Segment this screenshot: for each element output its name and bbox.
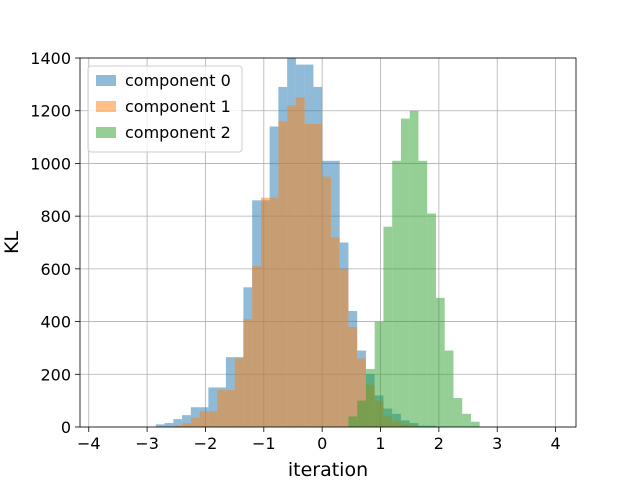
- histogram-bar: [217, 390, 226, 427]
- legend-label: component 2: [125, 123, 231, 142]
- histogram-bar: [164, 423, 174, 427]
- histogram-bar: [269, 197, 279, 427]
- legend-swatch: [96, 75, 116, 86]
- histogram-bar: [339, 268, 349, 427]
- histogram-bar: [190, 407, 200, 427]
- histogram-bar: [322, 176, 331, 427]
- histogram-bar: [462, 413, 471, 427]
- histogram-bar: [330, 237, 340, 427]
- y-tick-label: 1200: [30, 102, 71, 121]
- y-tick-label: 1000: [30, 154, 71, 173]
- y-axis-label: KL: [1, 231, 23, 254]
- histogram-bars: [155, 58, 480, 428]
- histogram-bar: [260, 197, 270, 427]
- histogram-bar: [383, 226, 393, 427]
- histogram-bar: [470, 421, 480, 427]
- histogram-bar: [278, 121, 288, 427]
- histogram-bar: [190, 417, 200, 427]
- histogram-bar: [365, 369, 375, 427]
- histogram-bar: [348, 326, 358, 427]
- x-axis-ticks: −4 −3 −2 −1 0 1 2 3 4: [77, 427, 561, 453]
- x-tick-label: 3: [492, 434, 502, 453]
- x-tick-label: 0: [317, 434, 327, 453]
- y-tick-label: 600: [40, 260, 71, 279]
- x-tick-label: −1: [252, 434, 276, 453]
- histogram-bar: [155, 424, 165, 427]
- legend-swatch: [96, 127, 116, 138]
- legend-box: [87, 65, 243, 153]
- histogram-bar: [295, 97, 305, 428]
- histogram-bar: [418, 160, 428, 428]
- histogram-bar: [392, 160, 401, 428]
- y-tick-label: 400: [40, 313, 71, 332]
- histogram-bar: [435, 297, 445, 427]
- x-axis-label: iteration: [288, 459, 368, 480]
- histogram-bar: [208, 411, 218, 427]
- x-tick-label: 2: [434, 434, 444, 453]
- histogram-bar: [234, 358, 244, 427]
- legend-label: component 0: [125, 71, 231, 90]
- histogram-bar: [427, 213, 436, 427]
- histogram-bar: [173, 425, 183, 427]
- histogram-bar: [243, 318, 253, 427]
- histogram-bar: [182, 423, 191, 427]
- y-tick-label: 0: [61, 418, 71, 437]
- histogram-bar: [199, 411, 209, 427]
- y-tick-label: 1400: [30, 49, 71, 68]
- histogram-bar: [208, 387, 218, 427]
- histogram-bar: [287, 105, 296, 427]
- x-tick-label: 4: [550, 434, 560, 453]
- histogram-bar: [357, 358, 366, 427]
- histogram-bar: [453, 398, 463, 427]
- histogram-bar: [173, 419, 183, 427]
- y-axis-ticks: 0 200 400 600 800 1000 1200 1400: [30, 49, 80, 437]
- legend: component 0 component 1 component 2: [87, 65, 243, 153]
- histogram-bar: [313, 123, 323, 428]
- histogram-bar: [444, 350, 454, 427]
- y-tick-label: 800: [40, 207, 71, 226]
- y-tick-label: 200: [40, 365, 71, 384]
- legend-swatch: [96, 101, 116, 112]
- series-2-bars: [348, 110, 480, 428]
- histogram-bar: [374, 321, 384, 427]
- histogram-bar: [400, 118, 410, 427]
- x-tick-label: 1: [375, 434, 385, 453]
- histogram-bar: [252, 266, 261, 427]
- histogram-bar: [225, 390, 235, 427]
- legend-label: component 1: [125, 97, 231, 116]
- histogram-bar: [348, 416, 358, 427]
- x-tick-label: −4: [77, 434, 101, 453]
- histogram-bar: [304, 123, 314, 428]
- histogram-bar: [182, 415, 191, 427]
- series-1-bars: [173, 97, 419, 428]
- histogram-bar: [357, 400, 366, 427]
- x-tick-label: −3: [135, 434, 159, 453]
- plot-frame: [79, 57, 577, 428]
- histogram-bar: [409, 110, 419, 427]
- x-tick-label: −2: [194, 434, 218, 453]
